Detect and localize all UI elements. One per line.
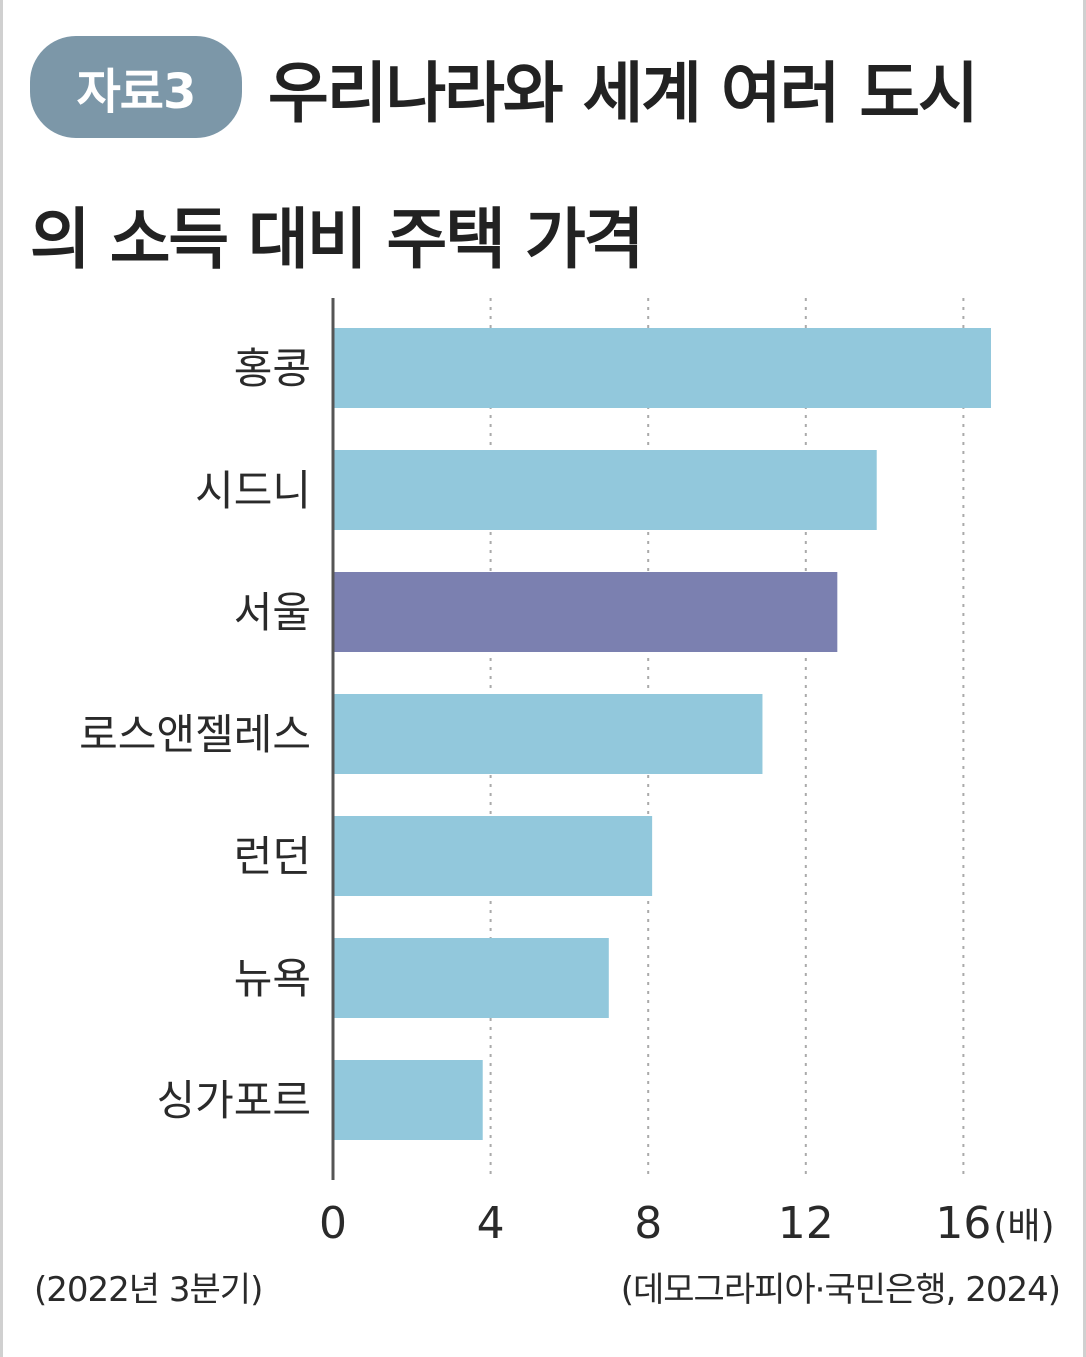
x-tick-label-4: 4 [477,1198,505,1249]
chart-header: 자료3 우리나라와 세계 여러 도시 의 소득 대비 주택 가격 [30,18,1070,278]
x-tick-label-12: 12 [778,1198,834,1249]
x-tick-label-16: 16 [935,1198,991,1249]
source-note: (데모그라피아·국민은행, 2024) [620,1270,1061,1310]
bar-6 [334,938,609,1018]
x-tick-labels: 0 4 8 12 16 [319,1198,991,1249]
source-badge: 자료3 [30,36,242,138]
bar-group [334,328,991,1140]
chart-title-line2: 의 소득 대비 주택 가격 [30,201,644,278]
bar-2 [334,450,877,530]
bar-1 [334,328,991,408]
category-label-1: 홍콩 [234,344,311,393]
bar-5 [334,816,653,896]
bar-4 [334,694,763,774]
bar-7 [334,1060,483,1140]
category-label-4: 로스앤젤레스 [79,710,311,759]
chart-title-line1: 우리나라와 세계 여러 도시 [268,55,979,132]
category-label-7: 싱가포르 [156,1076,311,1125]
bar-3 [334,572,838,652]
x-tick-label-0: 0 [319,1198,347,1249]
period-note: (2022년 3분기) [34,1270,263,1310]
category-label-6: 뉴욕 [234,954,311,1003]
category-label-3: 서울 [234,588,311,637]
x-tick-label-8: 8 [634,1198,662,1249]
category-label-5: 런던 [234,832,311,881]
category-label-2: 시드니 [195,466,311,515]
x-unit-label: (배) [993,1206,1054,1247]
